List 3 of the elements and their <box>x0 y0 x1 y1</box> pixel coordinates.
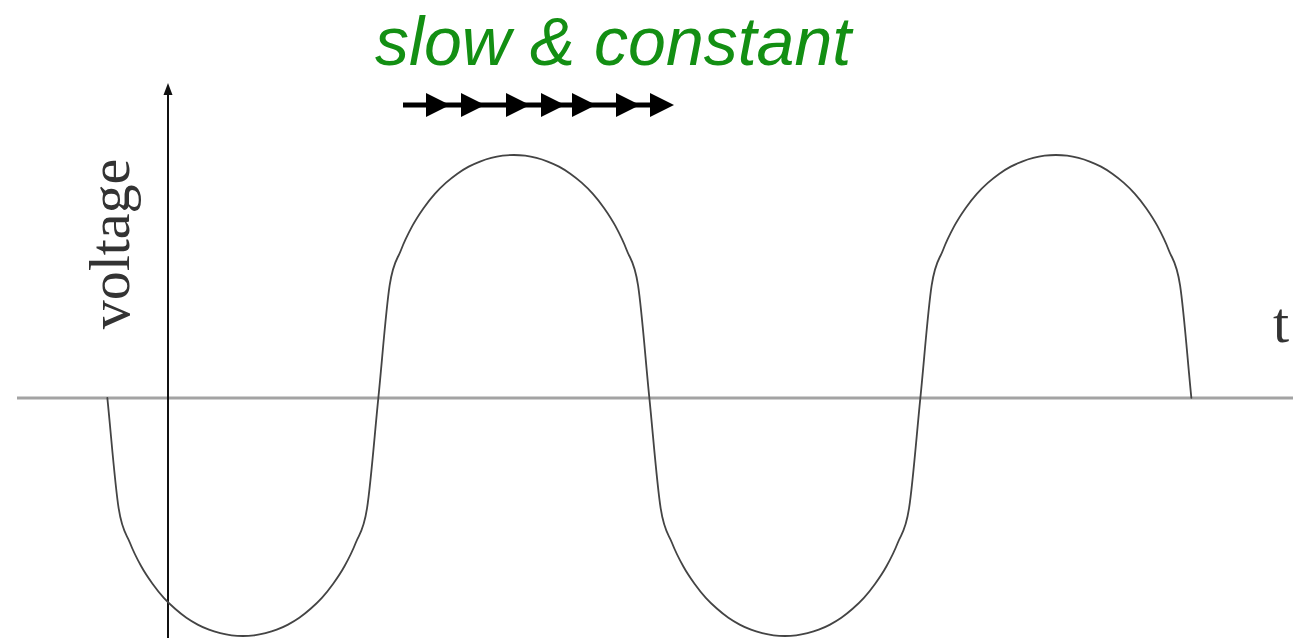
y-axis-title: voltage <box>77 158 142 330</box>
x-axis-title: t <box>1272 290 1289 355</box>
chart-title: slow & constant <box>374 3 852 79</box>
